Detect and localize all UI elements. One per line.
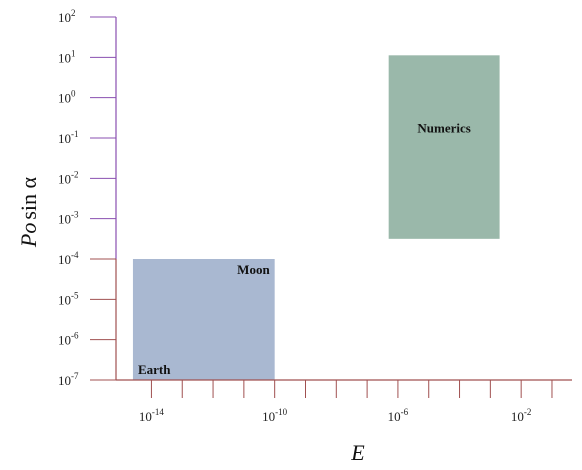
y-tick-label: 102: [58, 8, 76, 25]
y-tick-label: 100: [58, 89, 76, 106]
svg-text:Posin α: Po sin α: [16, 176, 41, 248]
y-axis-title-rest: sin α: [16, 176, 41, 219]
region-numerics: [388, 55, 500, 239]
y-tick-label: 10-2: [58, 169, 79, 186]
regions-layer: [132, 55, 500, 380]
region-label-numerics: Numerics: [417, 120, 470, 135]
region-label-earth: Earth: [138, 362, 171, 377]
y-tick-label: 10-5: [58, 290, 79, 307]
y-tick-label: 10-4: [58, 250, 79, 267]
y-tick-label: 10-6: [58, 331, 79, 348]
x-tick-label: 10-14: [139, 407, 164, 424]
x-tick-label: 10-6: [388, 407, 409, 424]
y-axis-title-italic: Po: [16, 223, 41, 248]
ticks-layer: 102 101 100 10-1 10-2 10-3 10-4 10-5 10-6 10-7 10-…: [58, 8, 553, 424]
y-tick-label: 101: [58, 48, 76, 65]
y-axis-title: Po sin α: [16, 176, 41, 248]
x-axis-title: E: [350, 440, 365, 465]
y-tick-label: 10-1: [58, 129, 79, 146]
x-tick-label: 10-2: [511, 407, 532, 424]
y-tick-label: 10-3: [58, 210, 79, 227]
region-earth: [132, 259, 275, 380]
labels-layer: Earth Moon Numerics: [138, 120, 471, 377]
y-tick-label: 10-7: [58, 371, 79, 388]
x-tick-label: 10-10: [262, 407, 287, 424]
region-label-moon: Moon: [237, 262, 270, 277]
